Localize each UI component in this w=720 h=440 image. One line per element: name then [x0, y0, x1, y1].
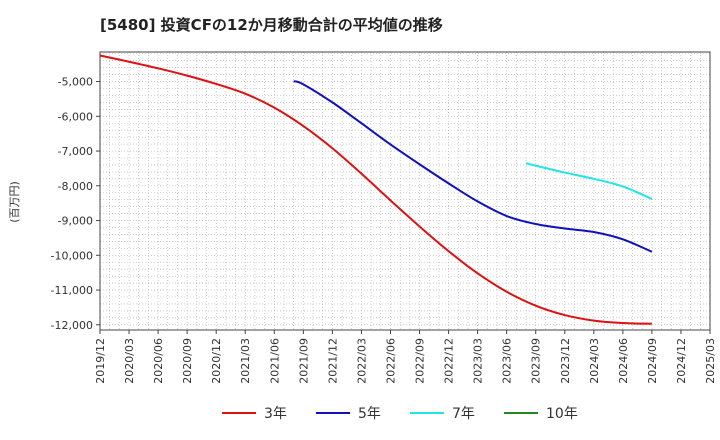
x-tick-label: 2021/12	[326, 338, 339, 384]
x-tick-label: 2021/09	[297, 338, 310, 384]
x-tick-label: 2025/03	[704, 338, 717, 384]
x-tick-label: 2024/09	[646, 338, 659, 384]
x-axis: 2019/12 2020/03 2020/06 2020/09 2020/12 2021/…	[94, 330, 717, 384]
chart-title: [5480] 投資CFの12か月移動合計の平均値の推移	[100, 16, 443, 34]
x-tick-label: 2021/06	[268, 338, 281, 384]
series-line-5年	[293, 80, 653, 253]
legend: 3年 5年 7年 10年	[222, 406, 578, 422]
y-axis-label: (百万円)	[8, 181, 21, 223]
x-tick-label: 2020/06	[152, 338, 165, 384]
grid	[100, 52, 710, 330]
y-tick-label: -8,000	[58, 180, 93, 193]
y-tick-label: -5,000	[58, 76, 93, 89]
series-line-7年	[525, 162, 653, 200]
legend-label-5年: 5年	[358, 406, 381, 422]
x-tick-label: 2023/09	[530, 338, 543, 384]
x-tick-label: 2022/09	[414, 338, 427, 384]
legend-label-3年: 3年	[264, 406, 287, 422]
x-tick-label: 2019/12	[94, 338, 107, 384]
x-tick-label: 2021/03	[239, 338, 252, 384]
series-lines	[99, 54, 653, 325]
x-tick-label: 2020/03	[123, 338, 136, 384]
y-axis: -5,000 -6,000 -7,000 -8,000 -9,000 -10,000 -11…	[51, 76, 100, 332]
y-tick-label: -7,000	[58, 145, 93, 158]
x-tick-label: 2020/09	[181, 338, 194, 384]
y-tick-label: -10,000	[51, 249, 93, 262]
x-tick-label: 2023/03	[472, 338, 485, 384]
legend-label-7年: 7年	[452, 406, 475, 422]
x-tick-label: 2023/12	[559, 338, 572, 384]
series-line-3年	[99, 54, 652, 325]
x-tick-label: 2022/06	[384, 338, 397, 384]
y-tick-label: -9,000	[58, 215, 93, 228]
x-tick-label: 2022/03	[355, 338, 368, 384]
x-tick-label: 2024/06	[617, 338, 630, 384]
legend-label-10年: 10年	[546, 406, 578, 422]
x-tick-label: 2020/12	[210, 338, 223, 384]
y-tick-label: -12,000	[51, 319, 93, 332]
x-tick-label: 2023/06	[501, 338, 514, 384]
y-tick-label: -6,000	[58, 110, 93, 123]
plot-area	[99, 51, 711, 331]
x-tick-label: 2022/12	[443, 338, 456, 384]
x-tick-label: 2024/03	[588, 338, 601, 384]
y-tick-label: -11,000	[51, 284, 93, 297]
x-tick-label: 2024/12	[675, 338, 688, 384]
